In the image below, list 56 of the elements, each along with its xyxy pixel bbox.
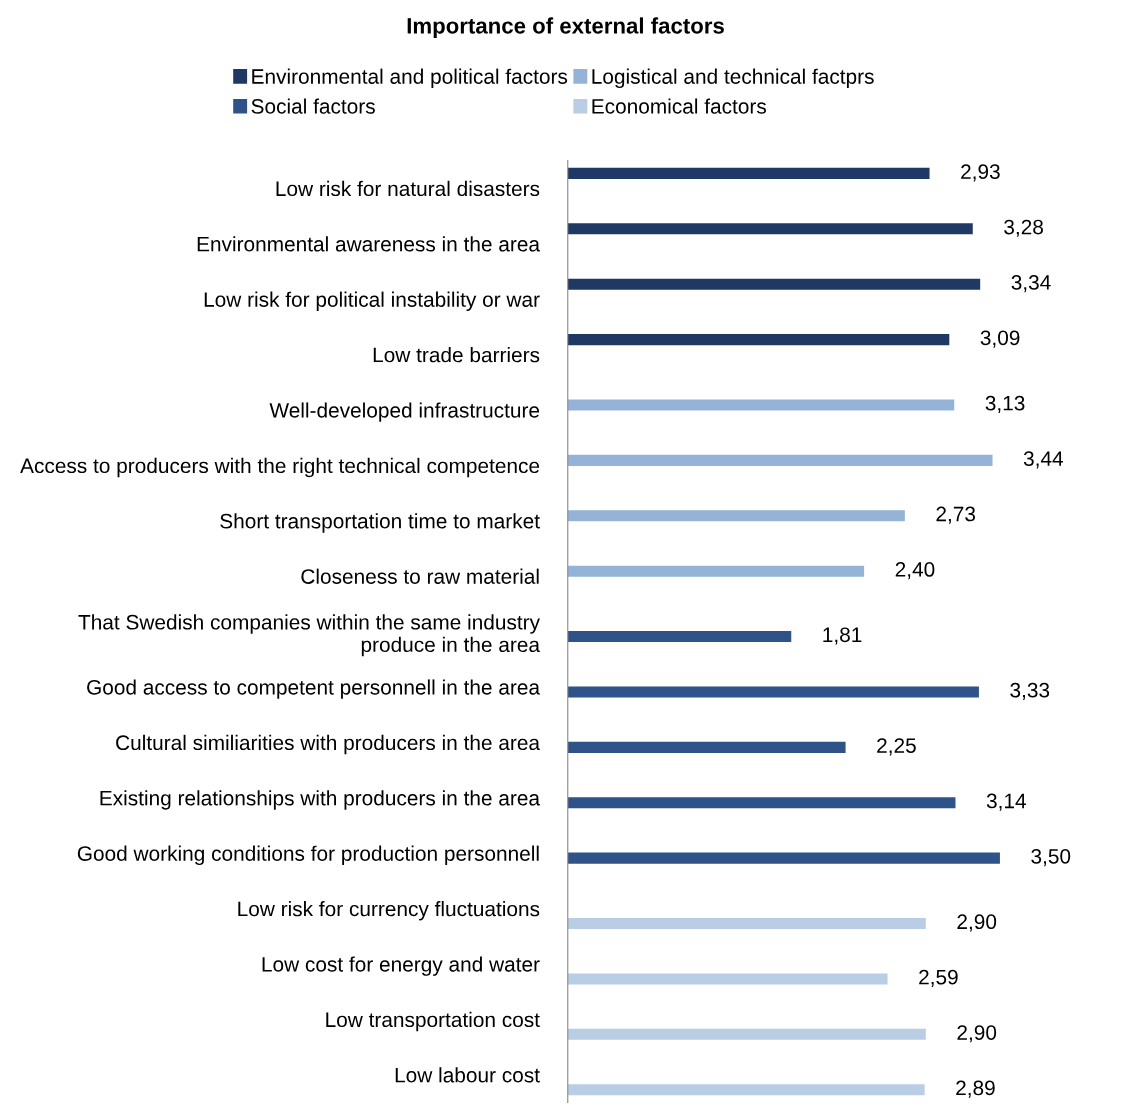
data-label: 3,34 <box>1011 275 1051 293</box>
data-label: 2,89 <box>956 1080 995 1098</box>
data-label: 2,25 <box>877 738 916 756</box>
bar <box>567 973 888 985</box>
y-tick-label: Environmental awareness in the area <box>197 236 541 252</box>
bar <box>567 852 1000 864</box>
data-label: 3,44 <box>1023 451 1064 469</box>
y-tick-label: Low labour cost <box>395 1067 540 1083</box>
bar <box>567 917 926 930</box>
data-label: 2,40 <box>895 562 935 580</box>
y-tick-label: Low transportation cost <box>326 1011 540 1032</box>
bar <box>567 631 792 643</box>
data-label: 3,14 <box>986 793 1026 811</box>
y-tick-label: Closeness to raw material <box>301 568 539 584</box>
y-tick-label: Short transportation time to market <box>220 513 540 533</box>
data-label: 3,28 <box>1004 219 1043 237</box>
data-label: 3,09 <box>980 330 1020 348</box>
bar <box>567 278 981 290</box>
y-tick-label: Existing relationships with producers in the area <box>100 790 541 810</box>
y-tick-label: Good working conditions for production personnell <box>77 845 539 866</box>
data-label: 1,81 <box>823 627 862 645</box>
y-tick-label: That Swedish companies within the same industry produce in the area <box>78 614 540 657</box>
legend-label: Economical factors <box>592 98 767 114</box>
y-tick-label: Low cost for energy and water <box>262 956 540 976</box>
bar <box>567 223 973 235</box>
bar <box>567 797 956 809</box>
data-label: 3,50 <box>1031 848 1071 867</box>
data-label: 2,59 <box>919 969 958 987</box>
data-label: 3,13 <box>985 395 1025 414</box>
y-tick-label: Low risk for natural disasters <box>276 180 540 197</box>
data-label: 2,90 <box>957 914 997 932</box>
data-label: 2,90 <box>957 1025 997 1043</box>
legend-label: Environmental and political factors <box>252 68 568 89</box>
bar <box>567 454 993 466</box>
y-tick-label: Low trade barriers <box>373 347 540 363</box>
y-tick-label: Low risk for political instability or war <box>204 291 540 312</box>
legend-label: Social factors <box>251 98 375 114</box>
chart-title: Importance of external factors <box>407 17 724 39</box>
y-tick-label: Good access to competent personnell in the area <box>87 679 541 699</box>
bar <box>567 741 846 753</box>
bar <box>567 167 930 179</box>
bar <box>567 399 955 411</box>
bar <box>567 1028 926 1040</box>
y-tick-label: Low risk for currency fluctuations <box>238 901 540 921</box>
bar <box>567 565 865 577</box>
data-label: 2,73 <box>936 506 976 524</box>
legend-label: Logistical and technical factprs <box>592 68 874 89</box>
y-tick-label: Access to producers with the right technical competence <box>20 457 540 478</box>
bar <box>567 334 950 346</box>
y-tick-label: Well-developed infrastructure <box>269 402 540 422</box>
bar <box>567 510 905 522</box>
data-label: 2,93 <box>961 164 1000 182</box>
y-tick-label: Cultural similiarities with producers in the area <box>116 734 541 755</box>
bar <box>567 1084 925 1096</box>
data-label: 3,33 <box>1010 682 1050 700</box>
bar <box>567 686 979 698</box>
